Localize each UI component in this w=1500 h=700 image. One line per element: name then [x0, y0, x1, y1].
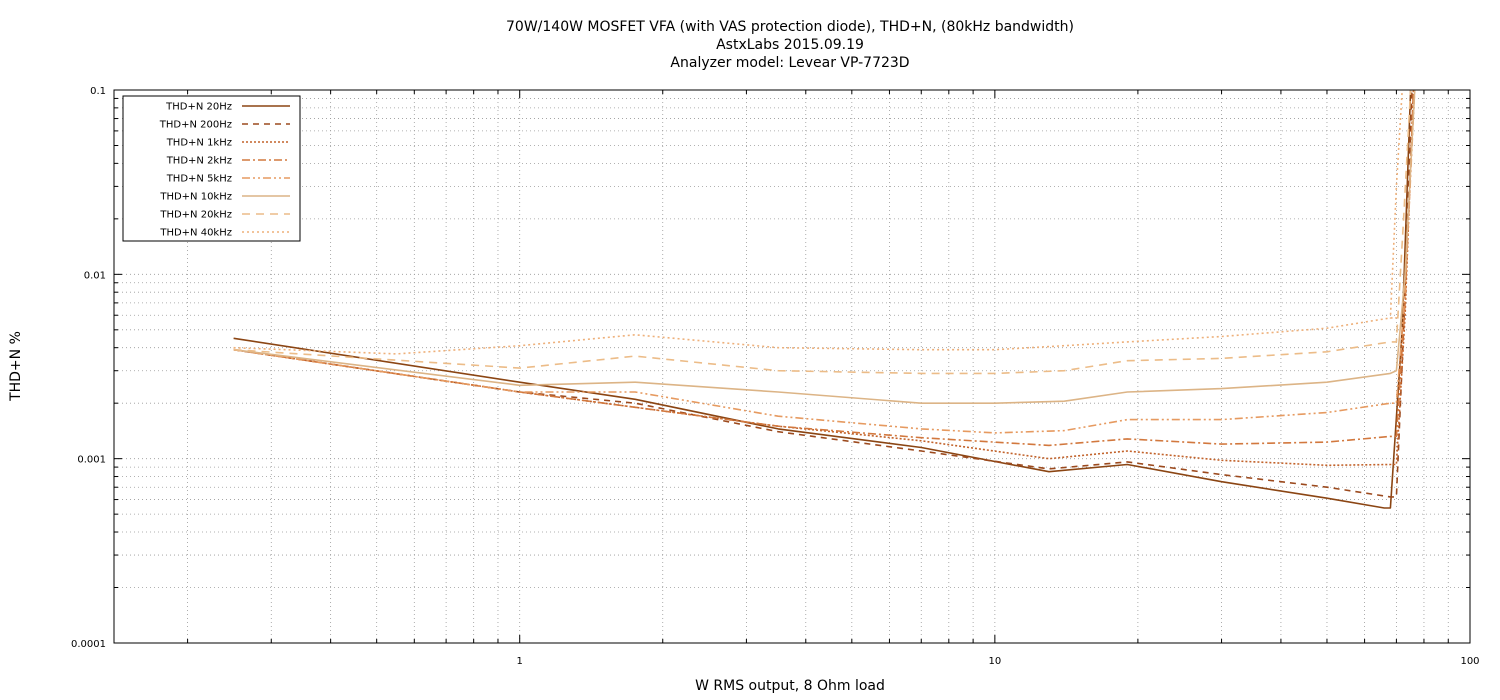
x-tick-label: 10 [988, 656, 1001, 667]
chart-title-line-3: Analyzer model: Levear VP-7723D [670, 55, 910, 71]
series-line [233, 89, 1413, 498]
series-line [233, 89, 1415, 467]
legend-label: THD+N 2kHz [166, 156, 232, 167]
series-line [233, 89, 1416, 404]
y-tick-label: 0.001 [77, 455, 106, 466]
y-tick-label: 0.1 [90, 86, 106, 97]
legend-label: THD+N 200Hz [159, 120, 232, 131]
legend-label: THD+N 20Hz [165, 102, 232, 113]
series-line [233, 89, 1416, 434]
grid-lines [114, 90, 1470, 644]
x-axis-label: W RMS output, 8 Ohm load [695, 678, 885, 694]
legend-label: THD+N 1kHz [166, 138, 232, 149]
series-line [233, 89, 1412, 375]
y-tick-label: 0.0001 [71, 639, 106, 650]
y-axis-label: THD+N % [8, 331, 24, 401]
series-line [233, 89, 1415, 447]
x-tick-label: 100 [1460, 656, 1479, 667]
y-tick-label: 0.01 [84, 270, 106, 281]
legend-label: THD+N 5kHz [166, 174, 232, 185]
chart-title-line-2: AstxLabs 2015.09.19 [716, 37, 864, 53]
legend-box [122, 95, 301, 242]
series-line [233, 89, 1412, 509]
legend: THD+N 20Hz THD+N 200Hz THD+N 1kHz THD+N 2kH… [122, 95, 301, 242]
series-lines [233, 89, 1416, 509]
series-line [233, 89, 1403, 355]
legend-label: THD+N 40kHz [159, 228, 232, 239]
legend-label: THD+N 20kHz [159, 210, 232, 221]
chart-title-line-1: 70W/140W MOSFET VFA (with VAS protection… [506, 19, 1074, 35]
x-tick-label: 1 [517, 656, 523, 667]
legend-label: THD+N 10kHz [159, 192, 232, 203]
plot-frame [113, 89, 1471, 644]
